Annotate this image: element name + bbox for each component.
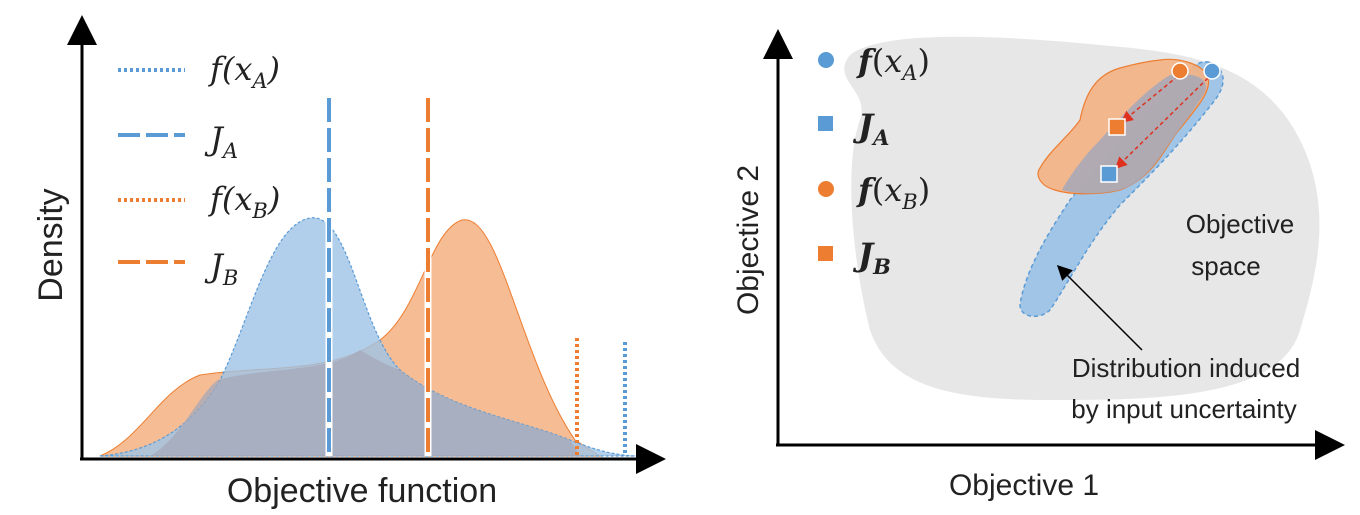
distribution-overlap xyxy=(1062,74,1206,194)
ja-point xyxy=(1100,165,1118,183)
jb-point xyxy=(1108,118,1126,136)
legend-jb-label: JB xyxy=(852,236,891,279)
legend-ja-label: JA xyxy=(204,120,238,163)
left-y-axis-label: Density xyxy=(32,188,70,301)
legend-fxa-marker xyxy=(818,52,834,68)
legend-fxb-marker xyxy=(818,181,834,197)
objective-space-label-2: space xyxy=(1191,251,1260,281)
density-panel: Objective function Density f(xA) JA f(xB… xyxy=(32,15,666,510)
legend-ja-label: JA xyxy=(852,107,889,150)
distribution-pointer xyxy=(1056,264,1143,351)
legend-fxa-label: f(xA) xyxy=(856,42,930,85)
left-x-axis-label: Objective function xyxy=(227,472,497,510)
shift-arrow-b xyxy=(1120,75,1179,123)
legend-jb-marker xyxy=(818,246,833,261)
legend-fxb-label: f(xB) xyxy=(856,171,930,214)
legend-jb-label: JB xyxy=(204,247,238,290)
distribution-label-2: by input uncertainty xyxy=(1071,394,1296,424)
legend-fxa-label: f(xA) xyxy=(208,50,280,93)
right-x-axis-label: Objective 1 xyxy=(949,469,1099,502)
objective-panel: Objective space Distribution induced by … xyxy=(732,29,1345,502)
legend-fxb-label: f(xB) xyxy=(208,180,280,223)
right-y-axis-label: Objective 2 xyxy=(732,165,765,315)
density-overlap xyxy=(150,350,580,456)
fxa-point xyxy=(1203,62,1221,80)
right-legend: f(xA) JA f(xB) JB xyxy=(818,42,930,279)
objective-space-label-1: Objective xyxy=(1186,209,1294,239)
legend-ja-marker xyxy=(818,116,833,131)
fxb-point xyxy=(1171,62,1189,80)
left-legend: f(xA) JA f(xB) JB xyxy=(118,50,280,290)
shift-arrow-a xyxy=(1114,77,1209,170)
distribution-label-1: Distribution induced xyxy=(1072,353,1300,383)
